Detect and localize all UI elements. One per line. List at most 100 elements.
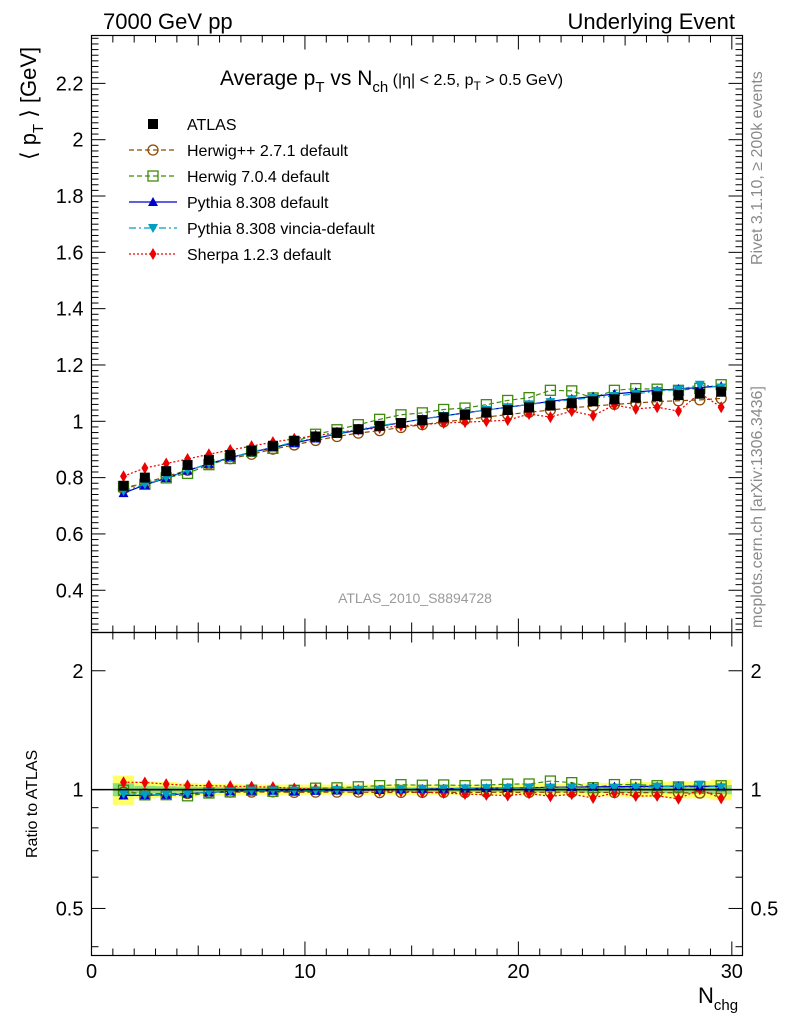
data-point: [588, 396, 599, 407]
x-tick-label: 0: [86, 961, 97, 983]
ratio-point: [652, 782, 663, 792]
data-point: [524, 402, 535, 413]
data-point: [267, 440, 278, 451]
ratio-series-pythia-8-308-vincia-default: [118, 780, 727, 800]
ratio-point: [716, 783, 727, 793]
ratio-point: [674, 792, 682, 805]
x-tick-label: 10: [294, 961, 316, 983]
ratio-y-tick-label-left: 1: [72, 780, 83, 802]
ratio-point: [182, 789, 193, 799]
main-series-group: [117, 379, 727, 498]
data-point: [630, 392, 641, 403]
data-point: [546, 411, 554, 424]
data-point: [374, 420, 385, 431]
ratio-point: [609, 783, 620, 793]
ratio-y-tick-label-right: 2: [751, 661, 762, 683]
data-point: [141, 462, 149, 475]
main-y-tick-label: 1.6: [56, 242, 84, 264]
data-point: [673, 390, 684, 401]
ratio-panel-frame: [90, 631, 744, 957]
ratio-point: [267, 786, 278, 796]
ratio-point: [632, 790, 640, 803]
legend-entry-pythia-8-308-default: Pythia 8.308 default: [129, 195, 329, 212]
data-point: [139, 472, 150, 483]
header-right: Underlying Event: [567, 9, 735, 34]
data-point: [545, 400, 556, 411]
main-y-tick-label: 0.6: [56, 524, 84, 546]
ratio-point: [545, 783, 556, 793]
legend-label: Herwig++ 2.7.1 default: [187, 143, 349, 160]
data-point: [353, 424, 364, 435]
data-point: [653, 401, 661, 414]
ratio-point: [504, 789, 512, 802]
main-y-tick-label: 1: [72, 411, 83, 433]
legend-marker: [148, 224, 158, 233]
legend-label: Pythia 8.308 default: [187, 195, 329, 212]
data-point: [120, 470, 128, 483]
ratio-point: [568, 788, 576, 801]
ratio-series-group: [112, 775, 732, 805]
ratio-point: [630, 783, 641, 793]
data-point: [246, 445, 257, 456]
ratio-point: [162, 778, 170, 791]
data-point: [652, 391, 663, 402]
data-point: [716, 386, 727, 397]
ratio-point: [481, 784, 492, 794]
legend-label: Herwig 7.0.4 default: [187, 169, 330, 186]
data-point: [460, 409, 471, 420]
data-point: [694, 388, 705, 399]
mcplots-label: mcplots.cern.ch [arXiv:1306.3436]: [749, 386, 766, 628]
main-y-tick-label: 0.8: [56, 468, 84, 490]
legend-entry-sherpa-1-2-3-default: Sherpa 1.2.3 default: [129, 247, 332, 264]
x-tick-label: 20: [507, 961, 529, 983]
ratio-y-tick-label-left: 0.5: [56, 898, 84, 920]
data-point: [544, 384, 557, 396]
data-point: [502, 405, 513, 416]
series-atlas: [118, 386, 727, 491]
data-point: [438, 412, 449, 423]
data-point: [139, 480, 150, 490]
data-point: [482, 415, 490, 428]
data-point: [161, 466, 172, 477]
legend-entry-pythia-8-308-vincia-default: Pythia 8.308 vincia-default: [129, 221, 375, 238]
series-line: [123, 384, 722, 488]
data-point: [203, 454, 214, 465]
ratio-y-tick-label-right: 1: [751, 780, 762, 802]
ratio-point: [673, 782, 684, 792]
data-point: [395, 417, 406, 428]
data-point: [609, 394, 620, 405]
legend-entry-herwig-2-7-1-default: Herwig++ 2.7.1 default: [129, 143, 349, 160]
ratio-point: [566, 783, 577, 793]
ratio-y-tick-label-left: 2: [72, 661, 83, 683]
legend-marker: [149, 248, 157, 260]
data-point: [694, 380, 705, 390]
ratio-point: [588, 783, 599, 793]
ratio-point: [289, 786, 300, 796]
main-y-tick-label: 0.4: [56, 580, 84, 602]
ratio-point: [546, 790, 554, 803]
legend-marker: [148, 197, 158, 206]
data-point: [182, 459, 193, 470]
legend-label: Pythia 8.308 vincia-default: [187, 221, 375, 238]
legend-label: Sherpa 1.2.3 default: [187, 247, 332, 264]
ratio-y-tick-label-right: 0.5: [751, 898, 779, 920]
ratio-point: [524, 783, 535, 793]
data-point: [566, 398, 577, 409]
ratio-point: [246, 786, 257, 796]
legend-marker: [147, 170, 159, 182]
ratio-point: [717, 792, 725, 805]
ratio-point: [184, 779, 192, 792]
main-y-tick-label: 2: [72, 130, 83, 152]
ratio-series-line: [123, 784, 722, 796]
main-axis-ticks: 0.4 0.6 0.8 1 1.2 1.4 1.6 1.8 2 2.2: [56, 37, 743, 631]
data-point: [589, 409, 597, 422]
ratio-point: [161, 790, 172, 800]
legend-entry-atlas: ATLAS: [148, 117, 237, 134]
data-point: [331, 427, 342, 438]
legend: ATLAS Herwig++ 2.7.1 default Herwig 7.0.4 …: [129, 117, 375, 264]
data-point: [225, 450, 236, 461]
x-tick-label: 30: [721, 961, 743, 983]
main-y-tick-label: 1.8: [56, 186, 84, 208]
ratio-point: [139, 790, 150, 800]
